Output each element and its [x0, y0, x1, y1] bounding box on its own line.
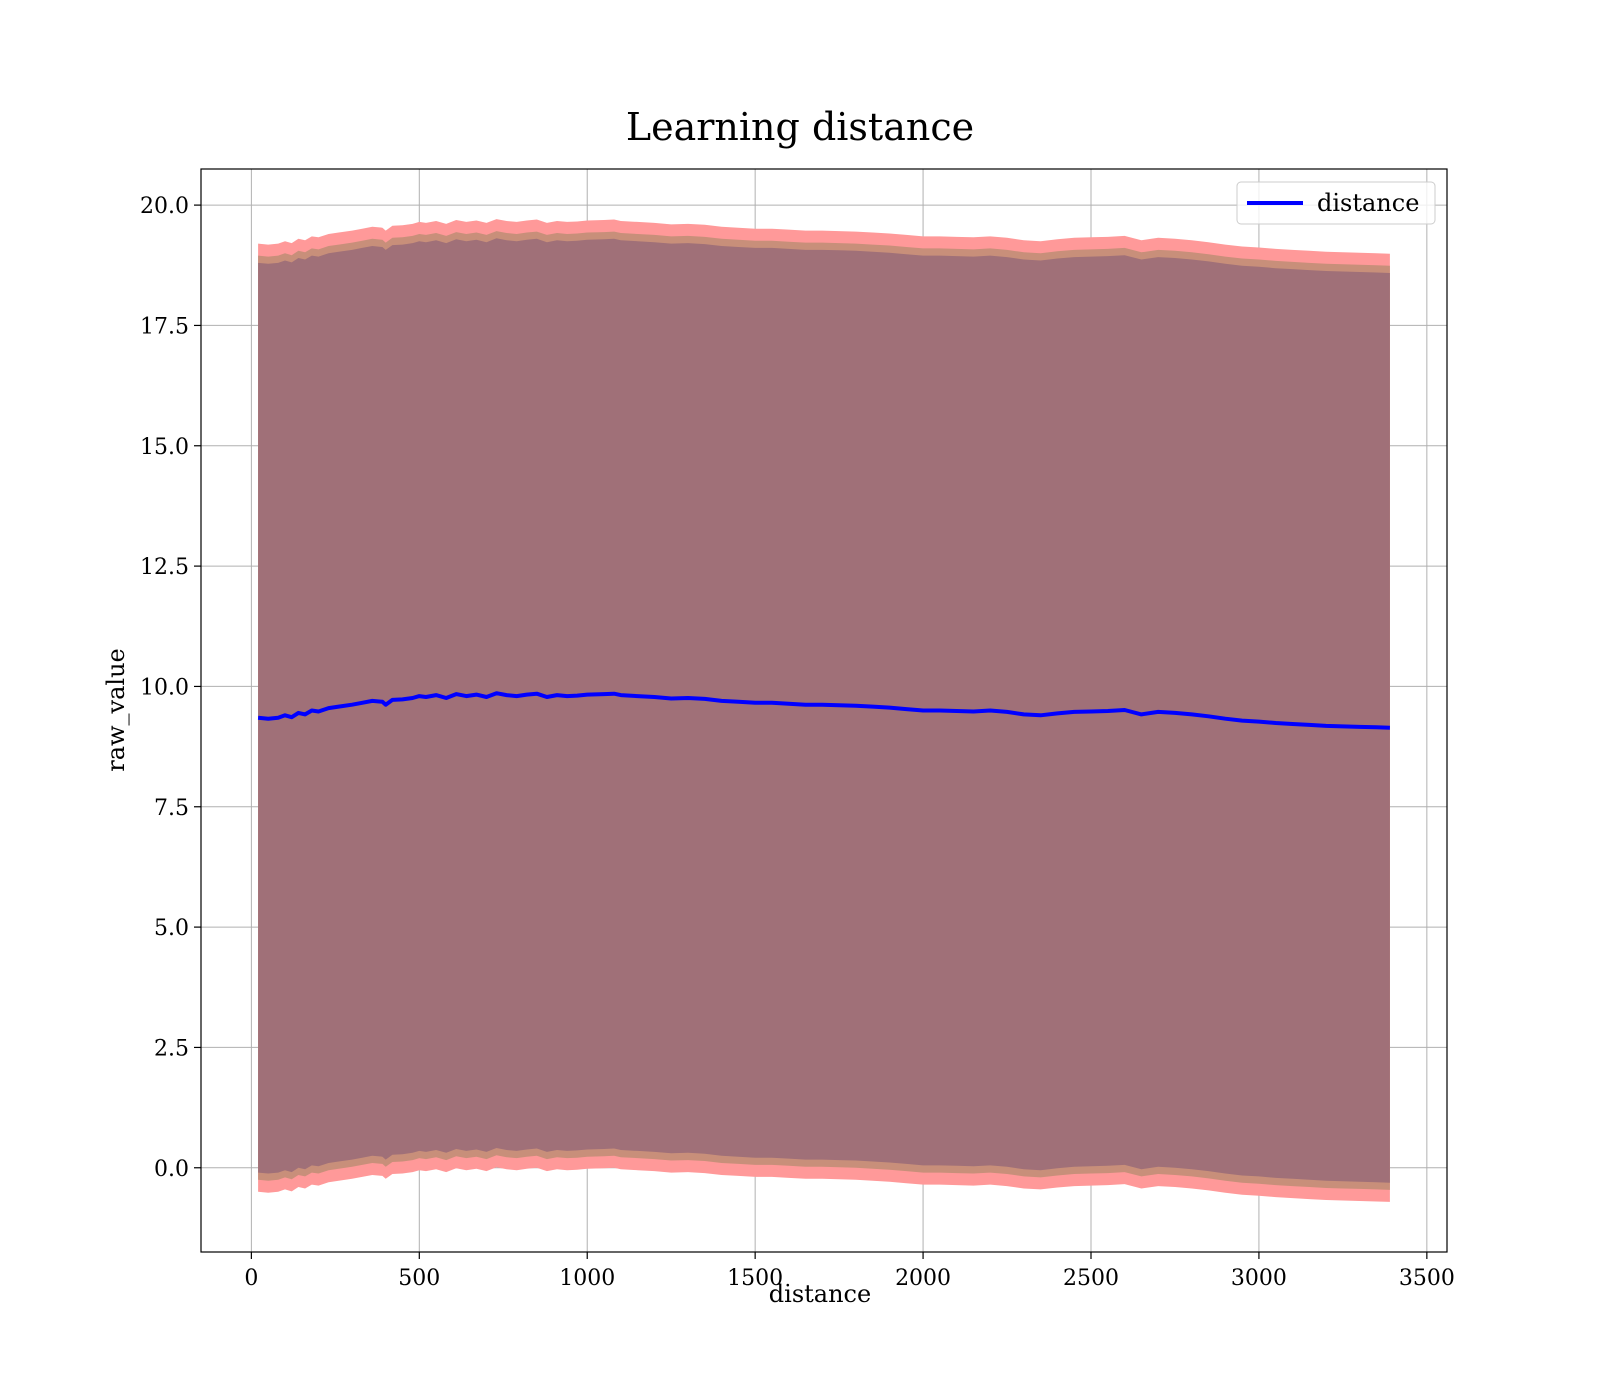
x-tick-label: 3500 — [1399, 1266, 1455, 1291]
y-tick-label: 2.5 — [154, 1036, 189, 1061]
legend: distance — [1236, 181, 1436, 225]
series-lines — [257, 691, 1390, 730]
plot-frame — [200, 168, 1448, 1253]
x-tick-label: 500 — [398, 1266, 440, 1291]
y-tick-label: 0.0 — [154, 1157, 189, 1182]
y-axis-label: raw_value — [102, 648, 130, 772]
y-tick-label: 20.0 — [140, 194, 189, 219]
x-axis-label: distance — [769, 1280, 871, 1308]
series-line-distance — [257, 691, 1390, 730]
y-tick-label: 12.5 — [140, 555, 189, 580]
legend-label-distance: distance — [1317, 189, 1419, 217]
y-tick-label: 15.0 — [140, 435, 189, 460]
chart-title: Learning distance — [626, 105, 974, 149]
legend-box — [1236, 181, 1436, 225]
x-tick-label: 0 — [244, 1266, 258, 1291]
confidence-band — [258, 238, 1390, 1183]
x-tick-label: 3000 — [1231, 1266, 1287, 1291]
x-tick-label: 1000 — [559, 1266, 615, 1291]
y-tick-label: 17.5 — [140, 314, 189, 339]
x-tick-label: 1500 — [727, 1266, 783, 1291]
y-tick-label: 5.0 — [154, 916, 189, 941]
x-axis-ticks: 0 500 1000 1500 2000 2500 3000 3500 — [244, 1252, 1455, 1291]
y-tick-label: 10.0 — [140, 675, 189, 700]
x-tick-label: 2000 — [895, 1266, 951, 1291]
x-tick-label: 2500 — [1063, 1266, 1119, 1291]
y-tick-label: 7.5 — [154, 796, 189, 821]
confidence-bands — [258, 219, 1390, 1202]
y-axis-ticks: 0.0 2.5 5.0 7.5 10.0 12.5 15.0 17.5 20.0 — [140, 194, 201, 1182]
